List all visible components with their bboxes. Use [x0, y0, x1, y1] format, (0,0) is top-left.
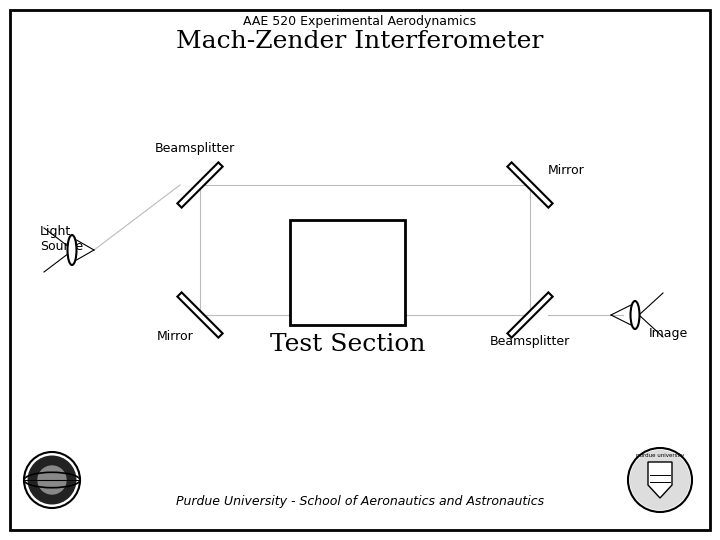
Text: Beamsplitter: Beamsplitter: [155, 142, 235, 155]
Ellipse shape: [68, 235, 76, 265]
Circle shape: [631, 450, 690, 509]
Text: AAE 520 Experimental Aerodynamics: AAE 520 Experimental Aerodynamics: [243, 15, 477, 28]
Text: Mirror: Mirror: [548, 164, 585, 177]
Text: Mach-Zender Interferometer: Mach-Zender Interferometer: [176, 30, 544, 53]
Polygon shape: [177, 292, 222, 338]
Polygon shape: [177, 163, 222, 207]
Text: Image: Image: [649, 327, 688, 340]
Text: Light
Source: Light Source: [40, 225, 83, 253]
Bar: [290, 220, 405, 325]
Ellipse shape: [631, 301, 639, 329]
Text: Purdue University - School of Aeronautics and Astronautics: Purdue University - School of Aeronautic…: [176, 496, 544, 509]
Circle shape: [38, 466, 66, 494]
Text: Test Section: Test Section: [270, 333, 426, 356]
Polygon shape: [648, 462, 672, 498]
Circle shape: [28, 456, 76, 504]
Polygon shape: [508, 292, 553, 338]
Text: purdue university: purdue university: [636, 453, 684, 458]
Text: Beamsplitter: Beamsplitter: [490, 335, 570, 348]
Polygon shape: [508, 163, 553, 207]
Text: Mirror: Mirror: [157, 330, 194, 343]
